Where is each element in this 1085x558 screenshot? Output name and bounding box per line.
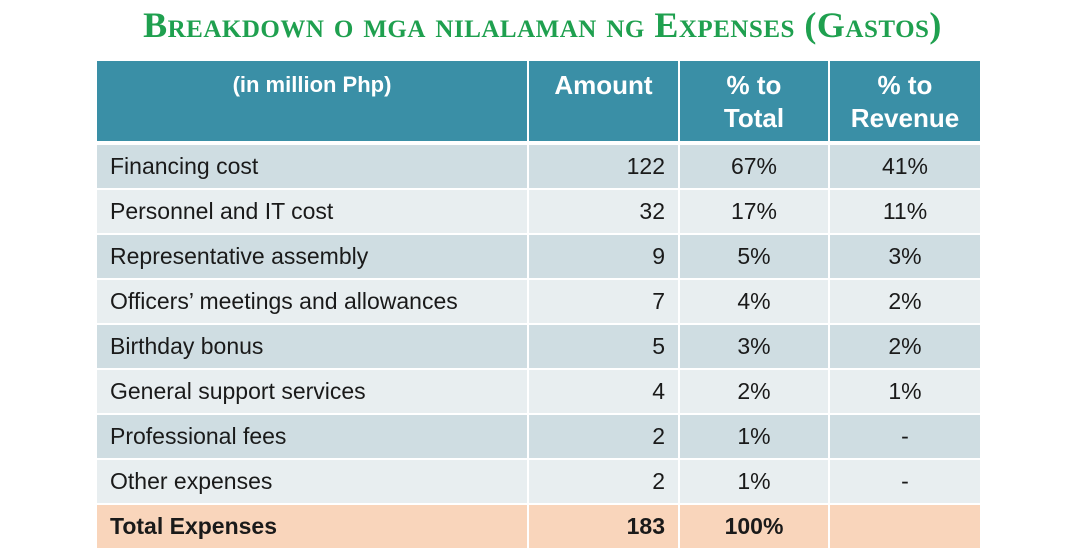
row-amount: 4 [528, 369, 680, 415]
row-amount: 9 [528, 234, 680, 280]
row-label: Personnel and IT cost [97, 189, 529, 235]
table-row: General support services 4 2% 1% [97, 369, 980, 415]
header-pct-total: % to Total [679, 61, 830, 145]
total-amount: 183 [528, 504, 680, 548]
table-row: Professional fees 2 1% - [97, 414, 980, 460]
row-label: Representative assembly [97, 234, 529, 280]
row-pct-total: 1% [679, 414, 830, 460]
header-pct-total-line2: Total [723, 103, 785, 133]
row-pct-total: 17% [679, 189, 830, 235]
table-row: Personnel and IT cost 32 17% 11% [97, 189, 980, 235]
row-pct-revenue: - [829, 414, 980, 460]
row-amount: 7 [528, 279, 680, 325]
row-label: Officers’ meetings and allowances [97, 279, 529, 325]
page-title: Breakdown o mga nilalaman ng Expenses (G… [143, 5, 942, 45]
header-pct-revenue: % to Revenue [829, 61, 980, 145]
row-amount: 2 [528, 459, 680, 505]
table-row: Financing cost 122 67% 41% [97, 143, 980, 190]
table-header-row: (in million Php) Amount % to Total % to … [97, 61, 980, 145]
row-label: Professional fees [97, 414, 529, 460]
row-amount: 2 [528, 414, 680, 460]
row-label: Financing cost [97, 143, 529, 190]
row-pct-revenue: 1% [829, 369, 980, 415]
header-amount: Amount [528, 61, 680, 145]
row-pct-total: 4% [679, 279, 830, 325]
row-label: Other expenses [97, 459, 529, 505]
row-amount: 5 [528, 324, 680, 370]
table-row: Officers’ meetings and allowances 7 4% 2… [97, 279, 980, 325]
row-pct-total: 3% [679, 324, 830, 370]
row-pct-revenue: - [829, 459, 980, 505]
row-pct-total: 67% [679, 143, 830, 190]
row-pct-total: 1% [679, 459, 830, 505]
total-pct-revenue [829, 504, 980, 548]
table-row: Representative assembly 9 5% 3% [97, 234, 980, 280]
total-pct-total: 100% [679, 504, 830, 548]
total-row: Total Expenses 183 100% [97, 504, 980, 548]
table-row: Birthday bonus 5 3% 2% [97, 324, 980, 370]
row-label: General support services [97, 369, 529, 415]
row-amount: 32 [528, 189, 680, 235]
row-pct-total: 2% [679, 369, 830, 415]
row-pct-total: 5% [679, 234, 830, 280]
header-label: (in million Php) [97, 61, 529, 145]
header-pct-total-line1: % to [726, 70, 782, 100]
total-label: Total Expenses [97, 504, 529, 548]
row-label: Birthday bonus [97, 324, 529, 370]
row-amount: 122 [528, 143, 680, 190]
header-pct-revenue-line2: Revenue [850, 103, 960, 133]
header-pct-revenue-line1: % to [877, 70, 933, 100]
row-pct-revenue: 41% [829, 143, 980, 190]
row-pct-revenue: 2% [829, 324, 980, 370]
expenses-table: (in million Php) Amount % to Total % to … [97, 61, 980, 548]
row-pct-revenue: 3% [829, 234, 980, 280]
row-pct-revenue: 11% [829, 189, 980, 235]
table-row: Other expenses 2 1% - [97, 459, 980, 505]
row-pct-revenue: 2% [829, 279, 980, 325]
